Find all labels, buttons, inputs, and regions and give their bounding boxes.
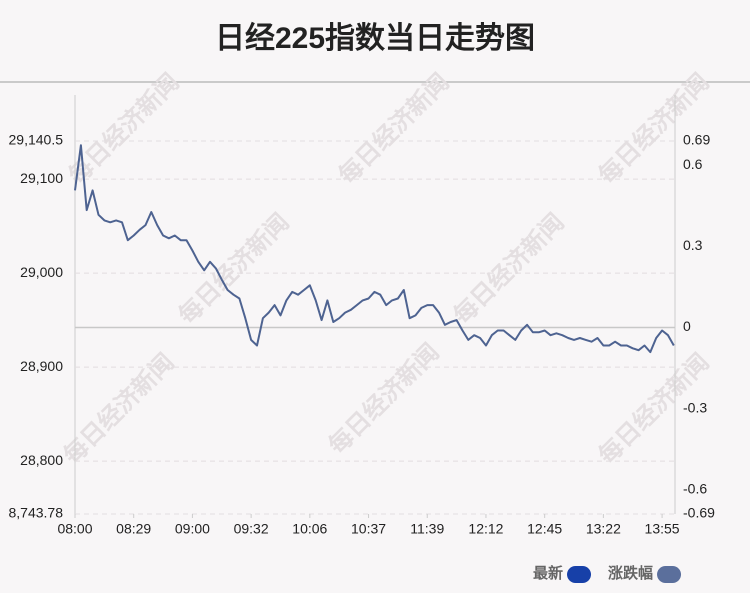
y2-tick-label: -0.6 <box>683 480 707 496</box>
x-tick-label: 13:55 <box>645 521 680 537</box>
x-tick-label: 08:00 <box>57 521 92 537</box>
y-tick-label: 8,743.78 <box>9 505 64 521</box>
legend-label: 涨跌幅 <box>608 564 653 582</box>
y2-tick-label: 0 <box>683 318 691 334</box>
legend-swatch <box>567 566 592 583</box>
y-tick-label: 28,800 <box>20 452 63 468</box>
y-tick-label: 29,100 <box>20 170 63 186</box>
y2-tick-label: 0.69 <box>683 132 710 148</box>
y2-tick-label: 0.6 <box>683 156 703 172</box>
x-tick-label: 12:12 <box>468 521 503 537</box>
y2-tick-label: -0.3 <box>683 399 707 415</box>
x-tick-label: 09:32 <box>234 521 269 537</box>
y-tick-label: 28,900 <box>20 358 63 374</box>
legend-label: 最新 <box>533 564 563 582</box>
x-tick-label: 12:45 <box>527 521 562 537</box>
price-line <box>74 144 675 354</box>
y2-tick-label: 0.3 <box>683 237 703 253</box>
y-tick-label: 29,140.5 <box>9 132 64 148</box>
x-tick-label: 11:39 <box>410 521 444 537</box>
x-tick-label: 10:06 <box>292 521 327 537</box>
legend-swatch <box>657 566 682 583</box>
x-tick-label: 09:00 <box>175 521 210 537</box>
x-tick-label: 10:37 <box>351 521 386 537</box>
x-tick-label: 13:22 <box>586 521 621 537</box>
y2-tick-label: -0.69 <box>683 505 715 521</box>
y-tick-label: 29,000 <box>20 264 63 280</box>
x-tick-label: 08:29 <box>116 521 151 537</box>
chart-title: 日经225指数当日走势图 <box>215 21 535 55</box>
